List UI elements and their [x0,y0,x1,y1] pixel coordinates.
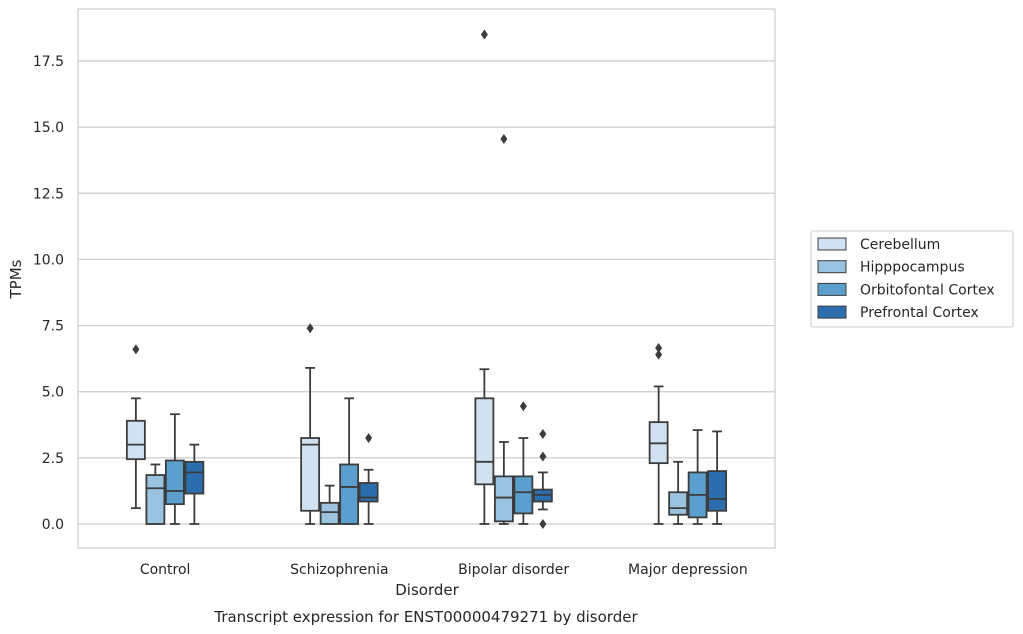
outlier-point [132,344,140,355]
box-orbitofontal-cortex [339,397,360,525]
x-tick-label: Bipolar disorder [458,562,569,578]
y-tick-label: 2.5 [42,451,64,467]
legend: Cerebellum Hipppocampus Orbitofontal Corte… [810,230,1014,328]
box-orbitofontal-cortex [687,429,708,525]
legend-label: Cerebellum [860,237,940,253]
iqr-box [668,491,689,516]
box-hipppocampus [145,463,166,525]
outlier-point [655,343,663,354]
outlier-point [539,451,547,462]
plot-frame [77,8,776,549]
iqr-box [164,459,185,506]
box-hipppocampus [493,134,514,525]
box-hipppocampus [319,484,340,525]
y-tick-label: 0.0 [42,517,64,533]
x-tick-label: Control [140,562,191,578]
legend-swatch [817,282,847,296]
outlier-point [519,401,527,412]
x-axis-ticks: Control Schizophrenia Bipolar disorder Majo… [140,562,748,578]
iqr-box [300,437,321,512]
legend-label: Prefrontal Cortex [860,305,979,321]
box-prefrontal-cortex [707,430,728,525]
legend-label: Orbitofontal Cortex [860,282,995,298]
box-prefrontal-cortex [532,429,553,529]
x-tick-label: Major depression [628,562,748,578]
y-axis-ticks: 0.0 2.5 5.0 7.5 10.0 12.5 15.0 17.5 [33,54,64,533]
box-prefrontal-cortex [358,433,379,525]
box-cerebellum [474,29,495,525]
iqr-box [358,482,379,503]
box-cerebellum [300,323,321,525]
box-cerebellum [648,343,669,525]
x-axis-label: Disorder [395,581,459,599]
outlier-point [306,323,314,334]
outlier-point [539,429,547,440]
y-tick-label: 15.0 [33,120,64,136]
box-cerebellum [125,344,146,510]
y-axis-label: TPMs [7,259,25,299]
outlier-point [480,29,488,40]
box-orbitofontal-cortex [164,413,185,525]
iqr-box [513,475,534,515]
outlier-point [655,349,663,360]
grid-lines [78,60,775,525]
y-tick-label: 5.0 [42,385,64,401]
iqr-box [184,460,205,495]
iqr-box [319,501,340,525]
legend-label: Hipppocampus [860,260,965,276]
x-tick-label: Schizophrenia [290,562,388,578]
box-prefrontal-cortex [184,443,205,525]
iqr-box [707,470,728,512]
y-tick-label: 7.5 [42,319,64,335]
outlier-point [539,519,547,529]
outlier-point [500,134,508,145]
iqr-box [125,419,146,461]
box-plot-marks [125,29,728,529]
legend-swatch [817,260,847,274]
y-tick-label: 12.5 [33,186,64,202]
iqr-box [339,463,360,525]
iqr-box [145,474,166,525]
iqr-box [493,475,514,523]
outlier-point [365,433,373,444]
legend-frame [810,230,1014,328]
box-hipppocampus [668,460,689,525]
box-orbitofontal-cortex [513,401,534,525]
y-tick-label: 17.5 [33,54,64,70]
legend-swatch [817,237,847,251]
legend-swatch [817,305,847,319]
chart-caption: Transcript expression for ENST0000047927… [213,608,638,626]
y-tick-label: 10.0 [33,252,64,268]
iqr-box [474,397,495,486]
